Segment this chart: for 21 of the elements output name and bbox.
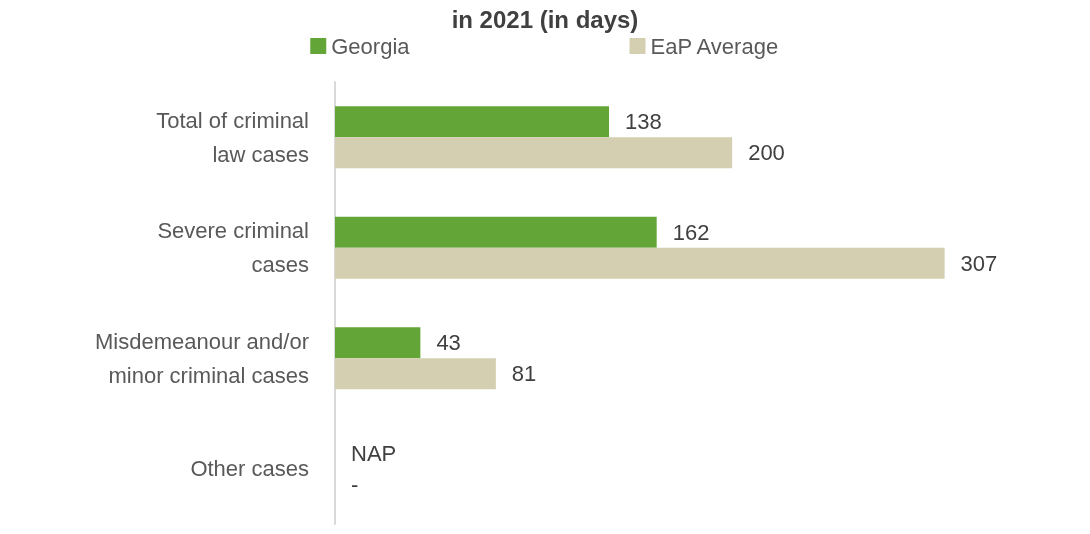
y-tick-label: Total of criminal law cases xyxy=(156,107,309,167)
data-label: 200 xyxy=(748,140,785,166)
bar xyxy=(335,247,945,279)
y-tick-label: Severe criminal cases xyxy=(157,218,309,278)
text: - xyxy=(351,471,359,497)
bar xyxy=(335,327,421,359)
text: NAP xyxy=(351,440,397,466)
data-label: 138 xyxy=(625,109,662,135)
bar xyxy=(335,216,657,248)
y-tick-label: Misdemeanour and/or minor criminal cases xyxy=(94,328,309,388)
chart-title: in 2021 (in days) xyxy=(451,5,639,33)
data-label: 307 xyxy=(960,250,998,276)
legend-label: EaP Average xyxy=(650,33,779,59)
legend-label: Georgia xyxy=(331,33,411,59)
bar xyxy=(335,106,610,138)
bar xyxy=(335,358,496,390)
data-label: 162 xyxy=(672,219,710,245)
data-label: 81 xyxy=(511,361,537,387)
data-label: 43 xyxy=(436,330,461,356)
bar xyxy=(335,137,733,169)
y-tick-label: Other cases xyxy=(190,456,309,482)
